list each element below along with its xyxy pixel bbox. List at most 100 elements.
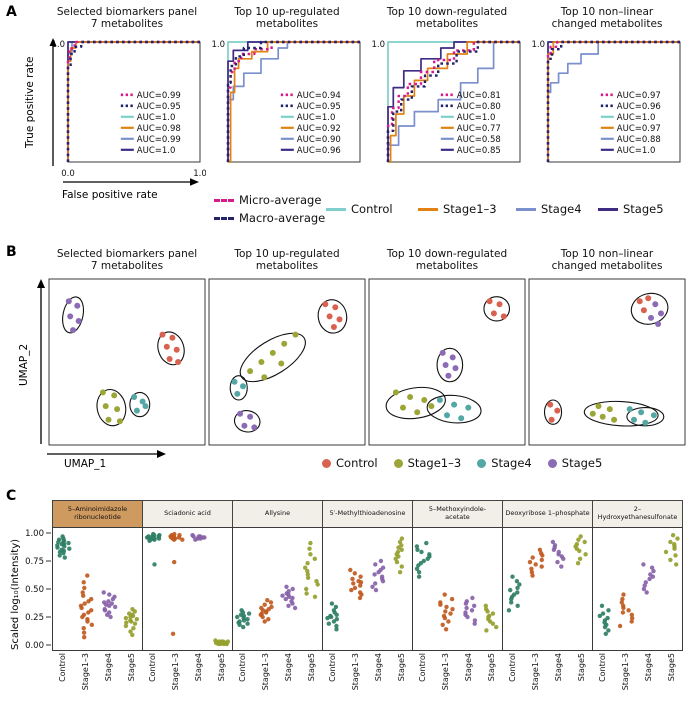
strip-point-Stage5 <box>305 572 310 577</box>
umap-point-Stage5 <box>67 313 74 320</box>
strip-plot-methylthioadenosine <box>322 527 413 651</box>
strip-point-Stage4 <box>370 584 375 589</box>
umap-point-Stage5 <box>445 372 452 379</box>
strip-point-Stage1–3 <box>262 602 267 607</box>
strip-point-Stage4 <box>649 565 655 570</box>
strip-point-Stage1–3 <box>79 605 84 611</box>
panel-a-label: A <box>6 4 17 20</box>
umap-point-Stage4 <box>638 409 645 416</box>
stage4-swatch <box>516 207 536 211</box>
umap-point-Control <box>554 407 561 414</box>
x-tick-label: 1.0 <box>193 169 206 179</box>
roc-curve-Macro-average <box>386 40 520 162</box>
strip-point-Stage1–3 <box>176 535 182 540</box>
strip-point-Stage1–3 <box>529 566 534 571</box>
plot-frame <box>592 527 683 651</box>
x-tick-label: Stage4 <box>373 653 383 682</box>
legend-label: Stage5 <box>623 202 664 216</box>
strip-point-Control <box>56 539 61 545</box>
x-tick-label: 0.0 <box>61 169 75 179</box>
strip-plot-aminoimidazole <box>52 527 143 651</box>
strip-point-Control <box>515 590 520 595</box>
x-tick-label: Stage1–3 <box>531 653 541 691</box>
strip-point-Stage4 <box>555 559 560 565</box>
strip-point-Control <box>415 547 420 552</box>
x-tick-cell: Stage4 <box>458 653 481 715</box>
strip-point-Stage1–3 <box>442 615 448 621</box>
x-tick-label: Stage4 <box>283 653 293 682</box>
strip-point-Stage1–3 <box>539 557 544 563</box>
strip-point-Control <box>333 604 339 610</box>
strip-point-Control <box>235 614 240 620</box>
x-tick-labels: Control Stage1–3 Stage4 Stage5 <box>52 653 143 715</box>
umap-point-Control <box>640 307 647 314</box>
strip-point-Control <box>156 534 162 539</box>
strip-point-Stage4 <box>280 593 285 598</box>
cluster-ellipse <box>157 331 185 366</box>
x-tick-cell: Control <box>232 653 255 715</box>
umap-point-Control <box>496 301 503 308</box>
x-tick-cell: Stage5 <box>120 653 143 715</box>
x-tick-cell: Stage1–3 <box>165 653 188 715</box>
x-tick-cell: Stage1–3 <box>345 653 368 715</box>
umap-point-Stage4 <box>234 390 241 397</box>
strip-point-Stage5 <box>225 639 231 644</box>
roc-title-selected: Selected biomarkers panel 7 metabolites <box>56 6 198 31</box>
strip-point-Stage1–3 <box>449 596 455 602</box>
strip-point-Stage5 <box>132 621 138 626</box>
strip-point-Control <box>424 540 429 546</box>
stage4-dot <box>477 458 487 468</box>
umap-point-Control <box>166 356 173 362</box>
y-tick-label: 1.00 <box>25 529 44 539</box>
strip-point-Stage1–3 <box>180 537 185 542</box>
strip-point-Stage1–3 <box>533 562 538 567</box>
strip-point-Stage1–3 <box>81 630 87 635</box>
strip-point-Stage5 <box>483 603 488 608</box>
plot-frame <box>48 278 206 446</box>
facet-header-allysine: Allysine <box>232 500 323 528</box>
strip-point-Stage4 <box>292 605 298 611</box>
roc-curve-Stage4 <box>387 41 520 162</box>
umap-point-Control <box>500 313 507 320</box>
strip-point-Stage4 <box>372 572 377 577</box>
strip-point-Stage4 <box>380 579 386 584</box>
auc-label: AUC=0.96 <box>617 102 661 112</box>
strip-point-Stage5 <box>308 552 313 557</box>
cluster-ellipse <box>229 375 248 401</box>
x-tick-cell: Control <box>52 653 75 715</box>
intensity-axis-ticks: 1.00 0.75 0.50 0.25 0.00 <box>25 529 51 651</box>
strip-point-Stage1–3 <box>444 604 449 610</box>
x-tick-label: Stage5 <box>306 653 316 682</box>
auc-label: AUC=1.0 <box>137 113 176 123</box>
strip-point-Stage5 <box>393 556 398 561</box>
umap-point-Stage4 <box>240 383 246 390</box>
strip-point-Control <box>515 585 520 591</box>
strip-point-Stage1–3 <box>268 600 274 605</box>
strip-point-Stage4 <box>373 562 378 567</box>
umap-plot-selected <box>48 278 206 446</box>
umap-point-Stage1–3 <box>258 359 265 365</box>
auc-label: AUC=0.88 <box>617 135 661 145</box>
roc-curve-Micro-average <box>226 40 360 162</box>
strip-point-Control <box>414 544 420 549</box>
y-axis-arrowhead <box>49 38 57 46</box>
strip-point-Control <box>506 608 512 613</box>
umap2-axis-label: UMAP_2 <box>18 343 30 387</box>
x-tick-label: Control <box>238 653 248 682</box>
strip-point-Control <box>509 596 514 602</box>
strip-point-Stage1–3 <box>438 602 443 607</box>
strip-point-Stage4 <box>105 612 110 617</box>
stage5-dot <box>547 458 557 468</box>
strip-point-Stage5 <box>674 562 679 567</box>
legend-label: Control <box>351 202 393 216</box>
strip-point-Stage5 <box>399 564 404 569</box>
legend-stage4: Stage4 <box>477 456 532 470</box>
strip-point-Control <box>55 545 60 550</box>
umap-point-Stage4 <box>436 397 443 403</box>
umap-point-Control <box>159 331 166 338</box>
umap-point-Stage5 <box>70 327 76 334</box>
auc-label: AUC=0.95 <box>137 102 181 112</box>
y-tick-label: 1.0 <box>531 40 545 50</box>
auc-label: AUC=0.95 <box>297 102 341 112</box>
strip-point-Control <box>602 624 608 630</box>
